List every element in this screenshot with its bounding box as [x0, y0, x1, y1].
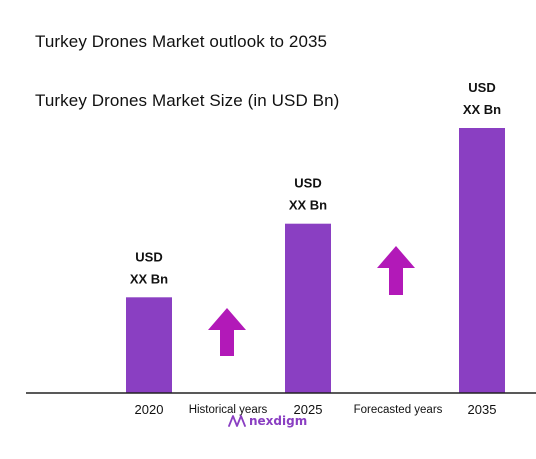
- data-label-2035-line-2: XX Bn: [463, 102, 501, 117]
- chart-subtitle: Turkey Drones Market Size (in USD Bn): [35, 91, 340, 110]
- up-arrow-icon: [208, 308, 246, 356]
- up-arrow-icon: [377, 246, 415, 295]
- logo-text: nexdigm: [249, 414, 308, 428]
- data-label-2025-line-2: XX Bn: [289, 198, 327, 213]
- x-tick-label-2035: 2035: [468, 402, 497, 417]
- bar-2025: [285, 223, 331, 393]
- data-label-2020-line-1: USD: [135, 249, 162, 264]
- data-label-2035-line-1: USD: [468, 80, 495, 95]
- data-label-2020-line-2: XX Bn: [130, 271, 168, 286]
- annotation-label-1: Historical years: [189, 404, 268, 416]
- bar-2035: [459, 128, 505, 393]
- chart-title: Turkey Drones Market outlook to 2035: [35, 32, 328, 51]
- nexdigm-logo: nexdigm: [228, 414, 307, 428]
- bar-2020: [126, 297, 172, 393]
- nexdigm-wave-icon: [228, 415, 246, 427]
- x-tick-label-2020: 2020: [135, 402, 164, 417]
- data-label-2025-line-1: USD: [294, 176, 321, 191]
- x-tick-label-2025: 2025: [294, 402, 323, 417]
- annotation-label-2: Forecasted years: [354, 404, 443, 416]
